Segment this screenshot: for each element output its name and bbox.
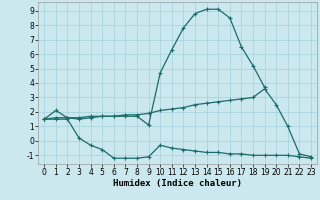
X-axis label: Humidex (Indice chaleur): Humidex (Indice chaleur) [113, 179, 242, 188]
